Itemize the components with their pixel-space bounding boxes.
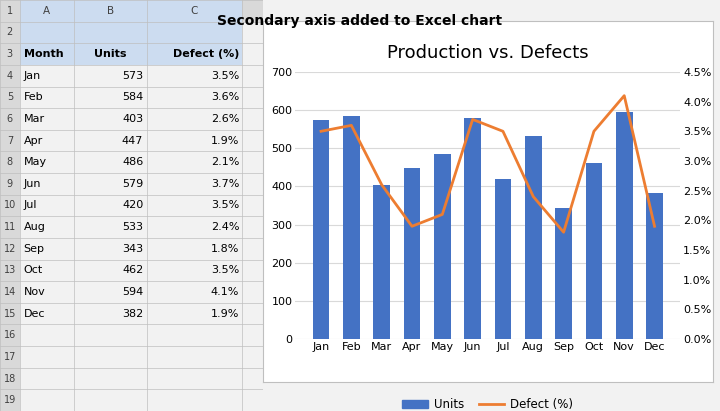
Text: 594: 594 — [122, 287, 143, 297]
Bar — [464, 118, 481, 339]
Text: B: B — [107, 6, 114, 16]
Text: 579: 579 — [122, 179, 143, 189]
Text: Apr: Apr — [24, 136, 43, 145]
Bar — [0, 0, 263, 22]
Text: 3.5%: 3.5% — [211, 201, 239, 210]
Text: 19: 19 — [4, 395, 16, 405]
Text: 12: 12 — [4, 244, 16, 254]
Bar — [647, 193, 663, 339]
Text: 15: 15 — [4, 309, 16, 319]
Text: 420: 420 — [122, 201, 143, 210]
Bar — [555, 208, 572, 339]
Text: 13: 13 — [4, 266, 16, 275]
Text: 2: 2 — [6, 28, 13, 37]
Text: Mar: Mar — [24, 114, 45, 124]
Text: Jun: Jun — [24, 179, 41, 189]
Text: 10: 10 — [4, 201, 16, 210]
Text: 2.1%: 2.1% — [211, 157, 239, 167]
Bar — [374, 185, 390, 339]
Text: 486: 486 — [122, 157, 143, 167]
Text: A: A — [43, 6, 50, 16]
Text: 9: 9 — [6, 179, 13, 189]
Text: 1.8%: 1.8% — [211, 244, 239, 254]
Text: 8: 8 — [6, 157, 13, 167]
Text: 4: 4 — [6, 71, 13, 81]
Text: 1.9%: 1.9% — [211, 309, 239, 319]
Text: Units: Units — [94, 49, 127, 59]
Bar — [343, 116, 360, 339]
Text: 6: 6 — [6, 114, 13, 124]
Bar — [312, 120, 329, 339]
Text: Jul: Jul — [24, 201, 37, 210]
Bar — [19, 0, 242, 65]
Text: 7: 7 — [6, 136, 13, 145]
Text: C: C — [191, 6, 198, 16]
Text: Dec: Dec — [24, 309, 45, 319]
Text: Feb: Feb — [24, 92, 43, 102]
Text: 14: 14 — [4, 287, 16, 297]
Text: 3.7%: 3.7% — [211, 179, 239, 189]
Bar — [404, 169, 420, 339]
Text: 3.5%: 3.5% — [211, 266, 239, 275]
Text: Secondary axis added to Excel chart: Secondary axis added to Excel chart — [217, 14, 503, 28]
Text: 403: 403 — [122, 114, 143, 124]
Text: 1.9%: 1.9% — [211, 136, 239, 145]
Text: 3: 3 — [6, 49, 13, 59]
Bar — [0, 0, 19, 411]
Text: Defect (%): Defect (%) — [173, 49, 239, 59]
Text: Nov: Nov — [24, 287, 45, 297]
Text: Aug: Aug — [24, 222, 45, 232]
Bar — [585, 163, 602, 339]
Text: Sep: Sep — [24, 244, 45, 254]
Text: Month: Month — [24, 49, 63, 59]
Bar — [525, 136, 541, 339]
Text: 2.4%: 2.4% — [211, 222, 239, 232]
Text: 3.5%: 3.5% — [211, 71, 239, 81]
Bar — [616, 112, 633, 339]
Bar — [495, 179, 511, 339]
Text: 2.6%: 2.6% — [211, 114, 239, 124]
Text: 4.1%: 4.1% — [211, 287, 239, 297]
Text: 17: 17 — [4, 352, 16, 362]
Text: 1: 1 — [6, 6, 13, 16]
Text: May: May — [24, 157, 47, 167]
Text: Jan: Jan — [24, 71, 41, 81]
Text: 382: 382 — [122, 309, 143, 319]
Text: 3.6%: 3.6% — [211, 92, 239, 102]
Text: 462: 462 — [122, 266, 143, 275]
Text: 5: 5 — [6, 92, 13, 102]
Text: 447: 447 — [122, 136, 143, 145]
Text: Oct: Oct — [24, 266, 43, 275]
Text: 343: 343 — [122, 244, 143, 254]
Text: 573: 573 — [122, 71, 143, 81]
Text: 18: 18 — [4, 374, 16, 383]
Text: 533: 533 — [122, 222, 143, 232]
Text: 11: 11 — [4, 222, 16, 232]
Text: 584: 584 — [122, 92, 143, 102]
Title: Production vs. Defects: Production vs. Defects — [387, 44, 589, 62]
Bar — [434, 154, 451, 339]
Text: 16: 16 — [4, 330, 16, 340]
Legend: Units, Defect (%): Units, Defect (%) — [397, 393, 578, 411]
